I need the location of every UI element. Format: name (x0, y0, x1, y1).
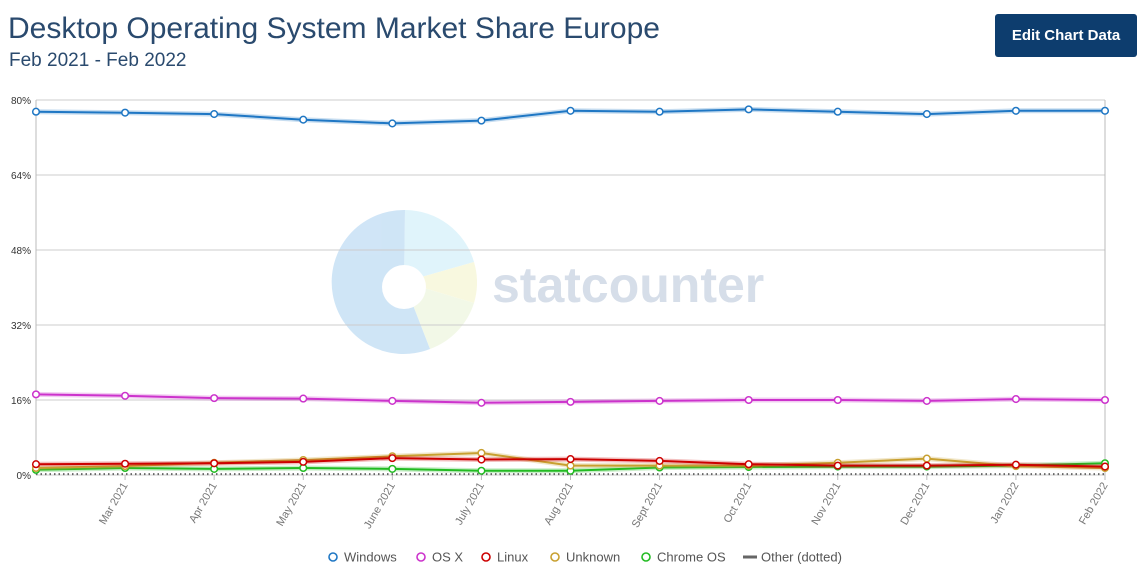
x-tick-label: June 2021 (362, 481, 398, 532)
data-point (744, 395, 753, 405)
data-point (655, 456, 664, 465)
x-tick-label: May 2021 (274, 481, 309, 529)
legend-marker (416, 552, 426, 562)
legend-item[interactable]: Linux (481, 550, 529, 565)
x-tick-label: Aug 2021 (542, 481, 576, 528)
data-point (388, 454, 397, 463)
data-point (31, 460, 41, 469)
edit-chart-data-button[interactable]: Edit Chart Data (995, 14, 1137, 57)
legend-label: Windows (344, 550, 397, 565)
data-point (744, 105, 753, 114)
data-point (833, 107, 842, 116)
data-point (31, 390, 41, 399)
data-point (922, 461, 931, 470)
y-axis: 0% 16% 32% 48% 64% 80% (11, 96, 31, 482)
data-point (922, 396, 931, 405)
legend-item[interactable]: Unknown (550, 550, 620, 565)
data-point (299, 457, 308, 466)
data-point (566, 461, 575, 470)
legend-item[interactable]: Other (dotted) (743, 550, 842, 565)
legend-marker (481, 552, 491, 562)
data-point (477, 455, 486, 464)
watermark-text: statcounter (492, 257, 764, 313)
data-point (121, 459, 130, 468)
data-point (31, 107, 41, 116)
data-point (833, 461, 842, 470)
y-tick-label: 32% (11, 321, 31, 332)
data-point (1011, 395, 1020, 404)
x-tick-label: Sept 2021 (630, 481, 665, 530)
x-tick-label: Jan 2022 (988, 481, 1021, 526)
data-point (922, 110, 931, 119)
legend-item[interactable]: Chrome OS (641, 550, 726, 565)
data-point (1011, 460, 1020, 469)
legend-item[interactable]: OS X (416, 550, 463, 565)
data-point (388, 464, 397, 473)
data-point (1100, 106, 1110, 115)
data-point (922, 454, 931, 463)
y-tick-label: 0% (17, 471, 32, 482)
x-tick-label: Feb 2022 (1077, 481, 1111, 527)
series-os-x (31, 390, 1110, 407)
legend-label: OS X (432, 550, 463, 565)
data-point (299, 394, 308, 403)
legend: Windows OS X Linux Unknown Chrome OS Other (d… (328, 550, 842, 565)
legend-marker (550, 552, 560, 562)
data-point (1011, 106, 1020, 115)
legend-label: Linux (497, 550, 529, 565)
data-point (566, 106, 575, 115)
data-point (477, 116, 486, 125)
y-tick-label: 64% (11, 171, 31, 182)
watermark: statcounter (331, 209, 764, 354)
data-point (388, 396, 397, 405)
data-point (299, 115, 308, 124)
legend-label: Chrome OS (657, 550, 726, 565)
data-point (833, 395, 842, 405)
series-linux (31, 454, 1110, 471)
data-point (210, 459, 219, 468)
x-tick-label: July 2021 (453, 480, 487, 527)
page-subtitle: Feb 2021 - Feb 2022 (9, 50, 187, 71)
data-point (655, 107, 664, 116)
y-tick-label: 16% (11, 396, 31, 407)
series-windows (31, 105, 1110, 128)
data-point (1100, 395, 1110, 405)
data-point (121, 391, 130, 400)
data-point (477, 448, 486, 458)
x-tick-label: Oct 2021 (722, 481, 755, 526)
data-point (388, 119, 397, 128)
data-point (566, 455, 575, 464)
data-point (566, 397, 575, 406)
x-tick-label: Mar 2021 (97, 481, 131, 527)
y-tick-label: 80% (11, 96, 31, 107)
data-point (477, 466, 486, 475)
legend-label: Unknown (566, 550, 620, 565)
x-tick-label: Nov 2021 (809, 481, 843, 528)
legend-item[interactable]: Windows (328, 550, 397, 565)
data-point (477, 398, 486, 407)
data-point (744, 460, 753, 469)
legend-marker (641, 552, 651, 562)
x-tick-label: Dec 2021 (898, 481, 932, 528)
data-point (210, 394, 219, 403)
legend-label: Other (dotted) (761, 550, 842, 565)
x-axis: Mar 2021 Apr 2021 May 2021 June 2021 July 20… (97, 475, 1111, 531)
data-point (210, 110, 219, 119)
data-point (121, 108, 130, 117)
data-point (1100, 462, 1110, 471)
data-point (655, 396, 664, 405)
legend-marker (328, 552, 338, 562)
series-lines (31, 105, 1110, 476)
page-title: Desktop Operating System Market Share Eu… (8, 12, 660, 45)
x-tick-label: Apr 2021 (187, 481, 220, 526)
y-tick-label: 48% (11, 246, 31, 257)
statcounter-logo-icon (331, 209, 477, 354)
